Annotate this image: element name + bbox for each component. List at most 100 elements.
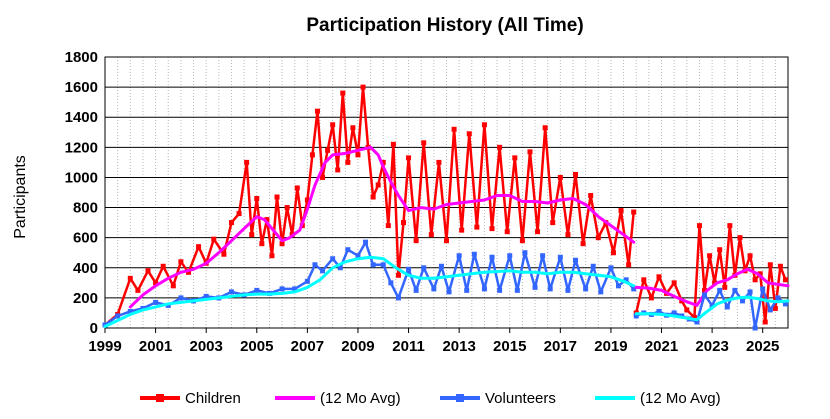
plot-area-frame [104,56,789,329]
data-point [497,287,503,293]
data-point [767,307,773,313]
legend-item: Volunteers [440,390,556,407]
data-point [504,229,510,235]
data-point [633,313,639,319]
legend: Children (12 Mo Avg) Volunteers (12 Mo Avg) [140,390,721,407]
data-point [360,84,366,90]
data-point [512,155,518,161]
x-tick-label: 2007 [291,338,324,355]
avg-series-line [634,295,790,322]
data-point [178,259,184,265]
x-tick-label: 2017 [544,338,577,355]
data-point [557,254,563,260]
data-point [702,287,708,293]
legend-label: (12 Mo Avg) [320,390,401,407]
data-point [135,287,141,293]
data-point [153,299,159,305]
data-point [244,159,250,165]
data-point [709,302,715,308]
data-point [717,287,723,293]
data-point [185,269,191,275]
y-tick-label: 1200 [65,139,98,156]
data-point [228,289,234,295]
legend-label: Children [185,390,241,407]
data-point [309,152,315,158]
data-point [400,220,406,226]
data-point [532,284,538,290]
data-point [456,253,462,259]
data-point [481,122,487,128]
data-point [459,227,465,233]
data-point [330,122,336,128]
data-point [573,171,579,177]
data-point [203,293,209,299]
data-point [249,232,255,238]
data-point [547,286,553,292]
y-tick-label: 200 [73,290,98,307]
data-point [489,254,495,260]
legend-swatch-marker [156,394,164,402]
avg-series-line [128,145,636,309]
x-tick-label: 2021 [645,338,678,355]
data-point [535,229,541,235]
data-point [580,241,586,247]
data-point [438,263,444,269]
x-tick-label: 2003 [189,338,222,355]
data-point [269,253,275,259]
data-point [395,272,401,278]
data-point [279,286,285,292]
x-tick-label: 2009 [341,338,374,355]
data-point [489,226,495,232]
data-point [656,308,662,314]
x-tick-label: 2011 [392,338,425,355]
data-point [775,295,781,301]
data-point [325,147,331,153]
data-point [648,295,654,301]
data-point [631,209,637,215]
data-point [724,304,730,310]
data-point [762,319,768,325]
data-point [292,286,298,292]
data-point [590,263,596,269]
data-point [565,232,571,238]
y-tick-label: 1800 [65,49,98,66]
chart-title: Participation History (All Time) [306,15,583,36]
data-point [522,250,528,256]
data-point [527,149,533,155]
data-point [304,197,310,203]
data-point [320,174,326,180]
data-point [355,152,361,158]
data-point [727,223,733,229]
data-point [464,287,470,293]
data-point [444,238,449,244]
data-point [284,205,290,211]
data-point [777,263,783,269]
data-point [595,235,601,241]
avg-series-line [103,255,636,328]
data-point [671,310,677,316]
data-point [631,286,637,292]
x-tick-label: 2015 [493,338,526,355]
data-point [466,131,472,137]
data-point [712,280,718,286]
data-point [380,262,386,268]
data-point [345,159,351,165]
data-point [550,220,556,226]
data-point [388,280,394,286]
data-point [211,236,217,242]
data-point [739,298,745,304]
data-point [471,251,477,257]
data-point [127,275,133,281]
series-line [103,85,635,327]
data-point [583,286,589,292]
data-point [304,278,310,284]
data-point [671,280,677,286]
data-point [279,241,285,247]
data-point [428,232,434,238]
data-point [696,223,702,229]
data-point [772,305,778,311]
data-point [259,241,265,247]
data-point [618,208,624,214]
legend-label: (12 Mo Avg) [640,390,721,407]
